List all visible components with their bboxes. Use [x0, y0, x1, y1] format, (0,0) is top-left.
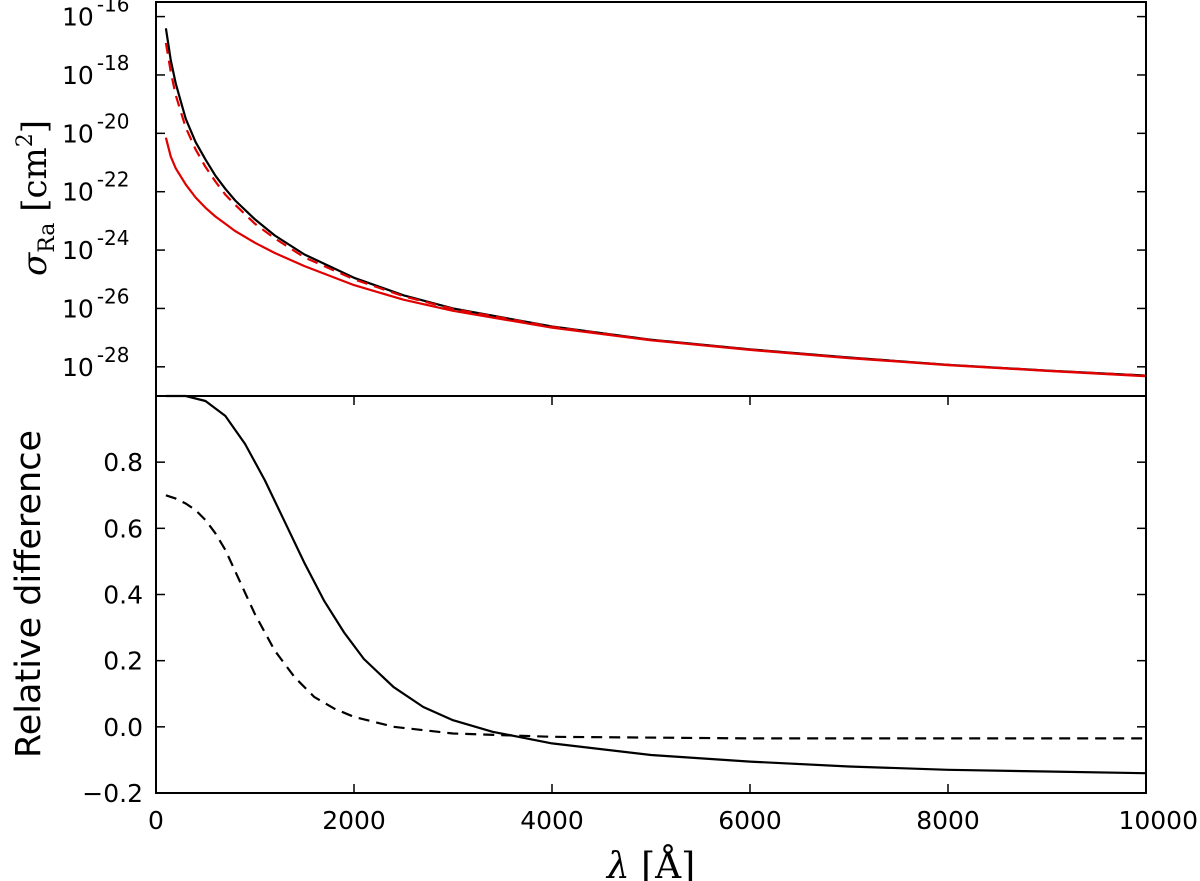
top-ytick-label: 10 -22 [62, 168, 129, 207]
top-series-3-solid-line [164, 137, 1147, 378]
top-ytick-label: 10 -26 [62, 284, 129, 323]
bottom-series-1-solid-line [165, 394, 1147, 775]
top-ytick-label: 10 -24 [62, 226, 129, 265]
bottom-xtick-label: 0 [148, 806, 164, 835]
bottom-xtick-label: 8000 [916, 806, 980, 835]
bottom-xlabel-unit: [Å] [641, 845, 695, 881]
top-ytick-label: 10 -16 [62, 0, 129, 32]
top-ytick-label: 10 -18 [62, 51, 129, 90]
bottom-ytick-label: −0.2 [82, 779, 143, 808]
bottom-ytick-label: 0.4 [103, 581, 143, 610]
bottom-ytick-label: 0.8 [103, 448, 143, 477]
top-ylabel-unit-power: 2 [13, 133, 38, 147]
bottom-xlabel: λ [Å] [605, 845, 695, 881]
bottom-panel: 0.8 0.6 0.4 0.2 0.0 −0.2 0 2000 4000 6000 8000 100… [9, 394, 1198, 881]
top-ytick-group: 10-16 10-18 10-20 10-22 10-24 10-26 10-28 [62, 0, 1146, 382]
bottom-ytick-label: 0.2 [103, 647, 143, 676]
bottom-xtick-label: 2000 [322, 806, 386, 835]
bottom-ytick-label: 0.6 [103, 514, 143, 543]
bottom-plot-frame [155, 395, 1147, 794]
bottom-ytick-label: 0.0 [103, 713, 143, 742]
top-ylabel: σRa [cm2] [13, 120, 60, 276]
top-series-1-solid-line [164, 28, 1147, 377]
bottom-xtick-label: 4000 [520, 806, 584, 835]
bottom-ytick-group: 0.8 0.6 0.4 0.2 0.0 −0.2 [82, 448, 1146, 808]
top-ylabel-subscript: Ra [35, 223, 60, 253]
bottom-xtick-label: 6000 [718, 806, 782, 835]
bottom-ylabel: Relative difference [9, 430, 49, 758]
top-ytick-label: 10 -20 [62, 109, 129, 148]
bottom-series-group [165, 394, 1147, 775]
top-ytick-label: 10 -28 [62, 343, 129, 382]
bottom-series-2-dashed-line [165, 494, 1146, 740]
top-ylabel-unit: [cm [15, 147, 55, 212]
top-series-2-dashed-line [164, 42, 1147, 377]
top-panel: 10-16 10-18 10-20 10-22 10-24 10-26 10-28 σRa … [13, 0, 1147, 397]
bottom-xlabel-symbol: λ [605, 846, 630, 881]
top-ylabel-unit-close: ] [15, 120, 55, 133]
top-series-group [164, 28, 1147, 378]
top-plot-frame [155, 1, 1147, 397]
bottom-xtick-label: 10000 [1118, 806, 1198, 835]
top-ylabel-symbol: σ [15, 252, 55, 276]
bottom-xtick-group: 0 2000 4000 6000 8000 10000 [148, 396, 1198, 835]
